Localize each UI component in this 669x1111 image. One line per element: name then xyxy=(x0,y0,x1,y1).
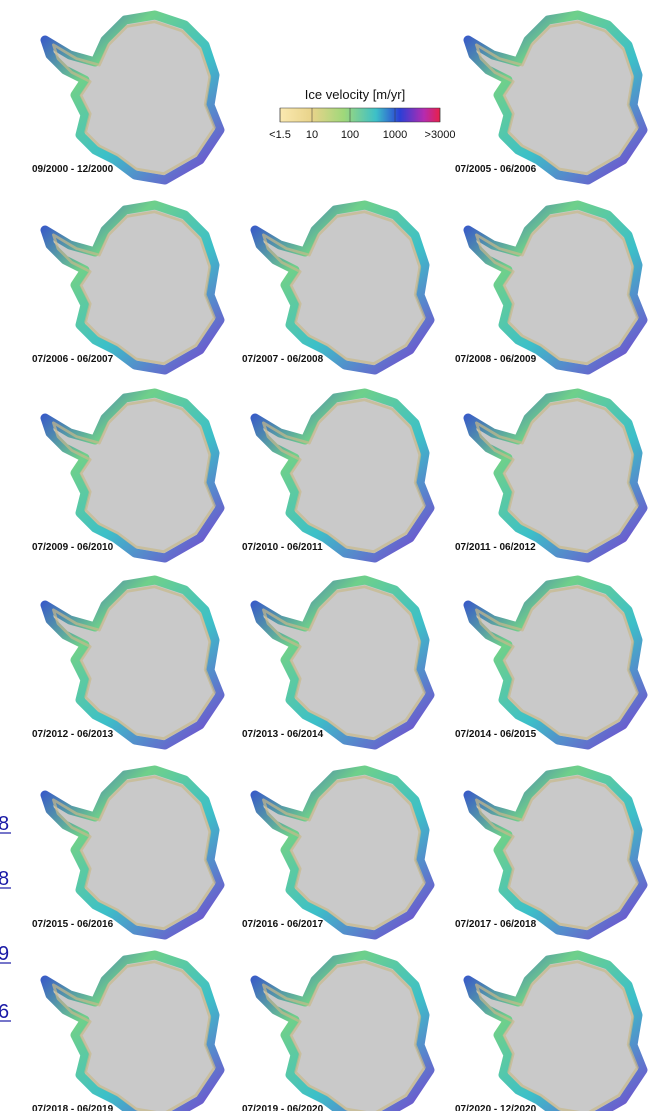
legend-label: >3000 xyxy=(425,129,456,141)
antarctica-map xyxy=(468,393,643,558)
legend-title: Ice velocity [m/yr] xyxy=(305,87,405,102)
panel-label: 09/2000 - 12/2000 xyxy=(32,164,114,175)
antarctica-map xyxy=(468,955,643,1111)
antarctica-map xyxy=(468,770,643,935)
legend-label: 100 xyxy=(341,129,359,141)
panel-label: 07/2019 - 06/2020 xyxy=(242,1104,324,1111)
antarctica-map xyxy=(255,393,430,558)
link-fragment[interactable]: 8 xyxy=(0,868,9,890)
panel-label: 07/2014 - 06/2015 xyxy=(455,729,537,740)
antarctica-map xyxy=(45,580,220,745)
link-fragment[interactable]: 9 xyxy=(0,943,9,965)
antarctica-map xyxy=(468,580,643,745)
panel-label: 07/2012 - 06/2013 xyxy=(32,729,114,740)
panel-label: 07/2016 - 06/2017 xyxy=(242,919,324,930)
panel-label: 07/2005 - 06/2006 xyxy=(455,164,537,175)
panel-label: 07/2020 - 12/2020 xyxy=(455,1104,537,1111)
panel-label: 07/2013 - 06/2014 xyxy=(242,729,324,740)
panel-label: 07/2018 - 06/2019 xyxy=(32,1104,114,1111)
panel-label: 07/2009 - 06/2010 xyxy=(32,542,114,553)
antarctica-map xyxy=(45,205,220,370)
panel-label: 07/2006 - 06/2007 xyxy=(32,354,114,365)
legend-label: <1.5 xyxy=(269,129,291,141)
panel-label: 07/2011 - 06/2012 xyxy=(455,542,536,553)
legend-label: 10 xyxy=(306,129,318,141)
legend-label: 1000 xyxy=(383,129,407,141)
panel-label: 07/2017 - 06/2018 xyxy=(455,919,537,930)
antarctica-map xyxy=(255,205,430,370)
antarctica-map xyxy=(45,770,220,935)
antarctica-map xyxy=(45,15,220,180)
link-fragment[interactable]: 8 xyxy=(0,813,9,835)
antarctica-map xyxy=(255,770,430,935)
figure: 09/2000 - 12/2000 07/2005 - 06/2006 07/200… xyxy=(0,0,669,1111)
antarctica-map xyxy=(45,955,220,1111)
antarctica-map xyxy=(45,393,220,558)
antarctica-map xyxy=(468,15,643,180)
panel-label: 07/2007 - 06/2008 xyxy=(242,354,324,365)
colorbar xyxy=(280,108,440,122)
antarctica-map xyxy=(255,955,430,1111)
antarctica-map xyxy=(468,205,643,370)
panel-label: 07/2008 - 06/2009 xyxy=(455,354,537,365)
panel-label: 07/2010 - 06/2011 xyxy=(242,542,323,553)
antarctica-map xyxy=(255,580,430,745)
panel-label: 07/2015 - 06/2016 xyxy=(32,919,114,930)
link-fragment[interactable]: 6 xyxy=(0,1001,9,1023)
